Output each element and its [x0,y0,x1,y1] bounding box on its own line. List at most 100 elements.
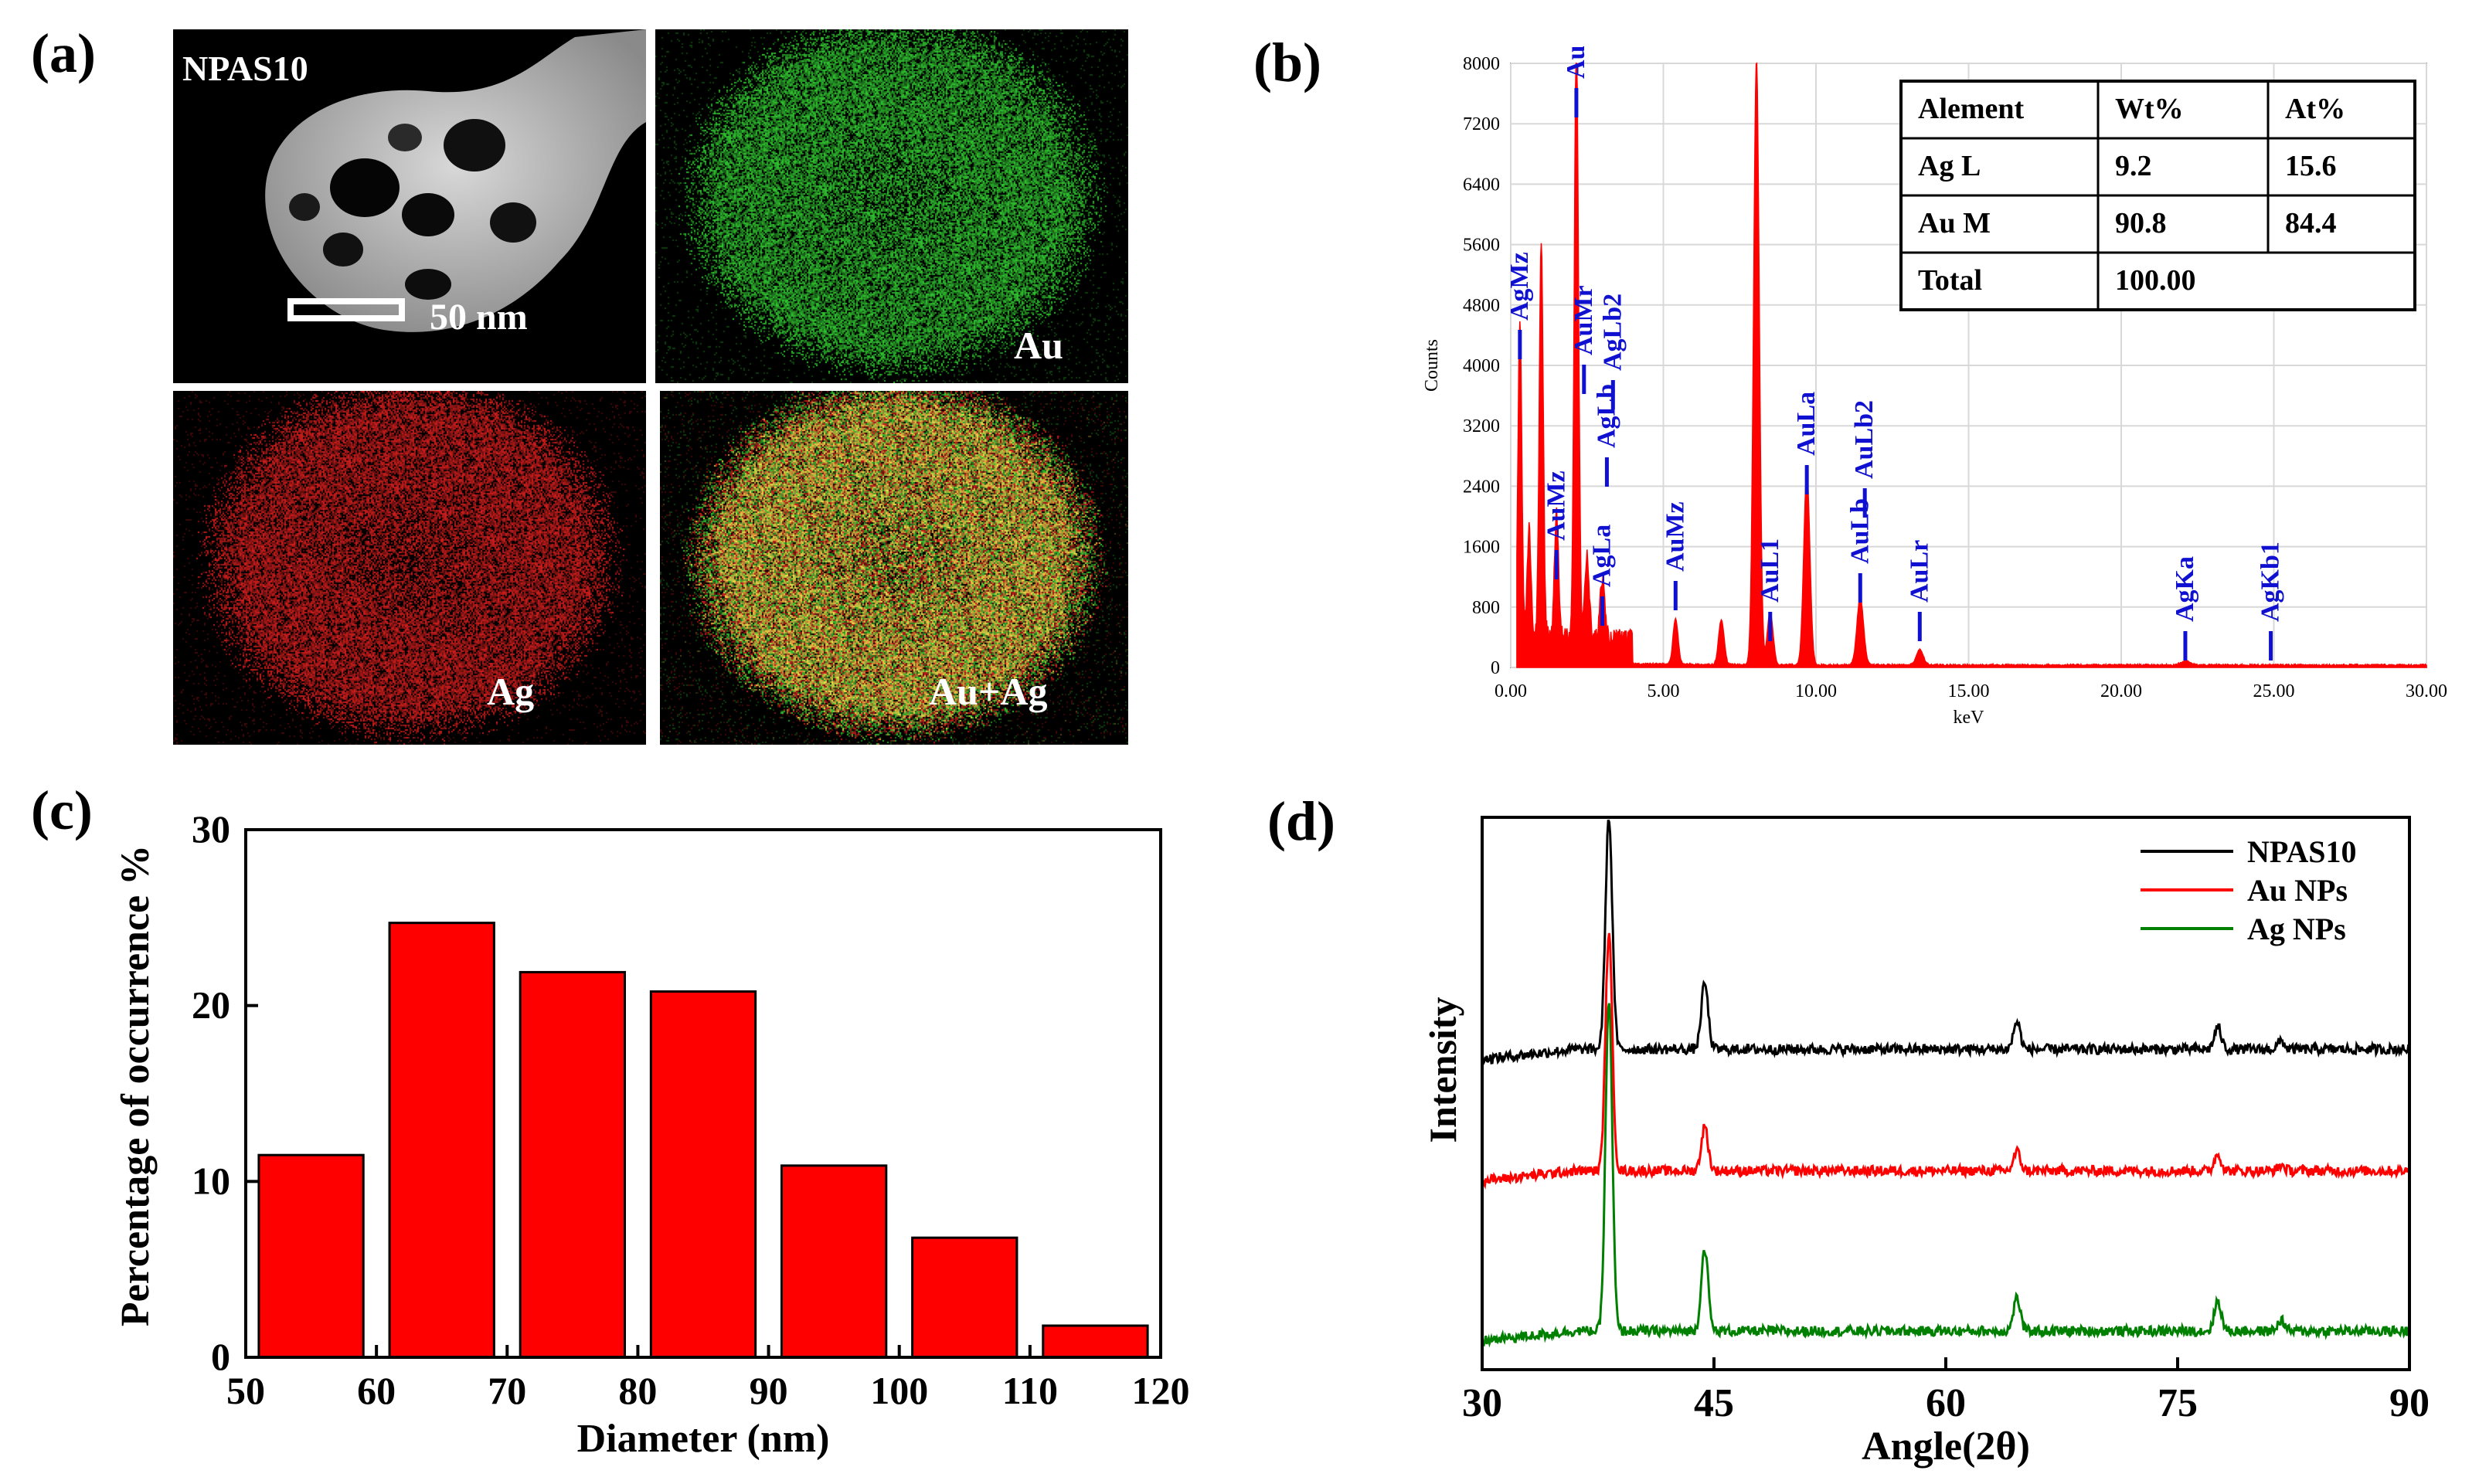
eds-spectrum-chart: 0 800 1600 2400 3200 4000 4800 5600 6400 7200 8000… [1422,46,2447,728]
histogram-x-tick-label: 50 [226,1369,265,1412]
eds-annotations: AgMz AuMb AuMa AuMz AuMr AgLa AgLb AgLb2 AuMz Au… [1505,46,2285,660]
histogram-x-tick-label: 120 [1132,1369,1190,1412]
eds-x-tick-label: 30.00 [2406,681,2447,701]
histogram-bar [519,970,627,1359]
eds-y-tick-label: 5600 [1463,236,1500,256]
histogram-y-tick-label: 10 [192,1159,230,1202]
au-map-canvas [655,29,1128,383]
eds-y-tick-label: 8000 [1463,54,1500,74]
eds-annotation-label: AuMz [1542,470,1570,541]
eds-x-tick-label: 0.00 [1495,681,1527,701]
histogram-bar [649,990,757,1359]
haadf-particle [265,29,646,332]
eds-y-tick-label: 7200 [1463,114,1500,134]
eds-annotation-label: AuLb [1845,498,1874,564]
eds-spectrum-trace [1516,62,2427,668]
xrd-x-tick-label: 60 [1926,1381,1966,1425]
histogram-bar [1042,1324,1149,1359]
xrd-y-axis-label: Intensity [1421,997,1464,1143]
histogram-x-tick-label: 80 [618,1369,657,1412]
eds-annotation-label: AgLb2 [1598,294,1627,371]
histogram-bars [257,922,1149,1359]
histogram-y-tick-label: 20 [192,983,230,1027]
eds-annotation-label: AgKa [2171,556,2199,622]
histogram-x-tick-label: 90 [750,1369,788,1412]
eds-annotation-label: AuLa [1792,392,1821,456]
xrd-legend: NPAS10 Au NPs Ag NPs [2141,834,2356,946]
histogram-bar [257,1153,365,1359]
eds-y-tick-label: 4800 [1463,296,1500,316]
histogram-y-tick-label: 30 [192,807,230,851]
eds-composition-table: Alement Wt% At% Ag L 9.2 15.6 Au M 90.8 84.4 Tota… [1899,80,2416,311]
scale-bar-label: 50 nm [430,297,528,338]
xrd-x-axis-label: Angle(2θ) [1862,1425,2030,1469]
eds-annotation-label: AuLr [1905,540,1933,603]
eds-y-tick-label: 1600 [1463,538,1500,558]
eds-annotation-label: AgLb [1592,384,1620,448]
xrd-x-tick-label: 45 [1694,1381,1734,1425]
sample-name: NPAS10 [182,49,308,88]
xrd-legend-label: NPAS10 [2247,834,2356,869]
table-cell: 90.8 [2115,207,2167,239]
table-header-cell: Alement [1918,93,2025,125]
size-histogram: 0 10 20 30 50 60 70 80 90 100 110 120 Diameter (nm) P… [114,807,1190,1461]
eds-x-tick-label: 15.00 [1948,681,1990,701]
xrd-trace [1481,819,2410,1066]
eds-annotation-label: AuMz [1661,501,1689,572]
xrd-x-tick-label: 30 [1462,1381,1502,1425]
eds-annotation-label: AgLa [1588,525,1617,587]
eds-y-tick-label: 6400 [1463,175,1500,195]
histogram-x-axis-label: Diameter (nm) [577,1417,830,1461]
eds-y-axis-label: Counts [1422,339,1442,392]
eds-x-tick-label: 10.00 [1795,681,1837,701]
histogram-axes: 0 10 20 30 50 60 70 80 90 100 110 120 Diameter (nm) P… [114,807,1190,1461]
xrd-x-tick-label: 75 [2158,1381,2198,1425]
eds-y-tick-label: 0 [1491,658,1500,678]
eds-annotation-label: AuMb AuMa [1562,46,1590,79]
table-cell: 100.00 [2115,264,2196,297]
table-cell: Total [1918,264,1982,297]
histogram-bar [911,1236,1018,1359]
combined-map-label: Au+Ag [929,670,1048,713]
panel-label-c: (c) [31,779,93,841]
eds-x-tick-label: 20.00 [2100,681,2142,701]
eds-y-tick-label: 2400 [1463,477,1500,497]
xrd-x-tick-label: 90 [2389,1381,2430,1425]
xrd-axes: 30 45 60 75 90 Angle(2θ) Intensity [1421,816,2430,1469]
table-cell: 84.4 [2285,207,2337,239]
eds-y-tick-label: 4000 [1463,356,1500,376]
eds-y-tick-label: 3200 [1463,416,1500,436]
au-map: Au [655,29,1128,383]
table-header-cell: At% [2285,93,2345,125]
xrd-legend-label: Au NPs [2247,873,2348,908]
eds-y-tick-label: 800 [1472,598,1500,618]
histogram-y-axis-label: Percentage of occurrence % [114,845,158,1326]
ag-map-label: Ag [487,670,535,713]
ag-map: Ag [173,391,646,745]
table-cell: 9.2 [2115,150,2152,182]
eds-annotation-label: AgKb1 [2256,542,2285,622]
eds-trace [1516,62,2427,668]
histogram-x-tick-label: 70 [488,1369,526,1412]
au-map-label: Au [1014,324,1063,367]
xrd-traces [1481,819,2410,1348]
histogram-frame [244,828,1162,1359]
table-cell: Ag L [1918,150,1981,182]
panel-label-d: (d) [1267,790,1335,852]
eds-annotation-label: AuL1 [1756,538,1784,603]
xrd-chart: 30 45 60 75 90 Angle(2θ) Intensity NPAS10 Au NP… [1421,816,2430,1469]
combined-map: Au+Ag [660,391,1128,745]
xrd-trace [1481,932,2410,1190]
table-header-cell: Wt% [2115,93,2184,125]
table-cell: 15.6 [2285,150,2337,182]
xrd-trace [1481,1003,2410,1348]
combined-map-canvas [660,391,1128,745]
eds-annotation-label: AuMr [1569,285,1598,355]
histogram-bar [388,922,495,1359]
histogram-x-tick-label: 100 [870,1369,928,1412]
eds-x-tick-label: 5.00 [1648,681,1680,701]
histogram-bar [780,1164,888,1359]
eds-x-axis-label: keV [1954,708,1985,728]
histogram-y-tick-label: 0 [211,1335,230,1378]
histogram-x-tick-label: 110 [1002,1369,1058,1412]
